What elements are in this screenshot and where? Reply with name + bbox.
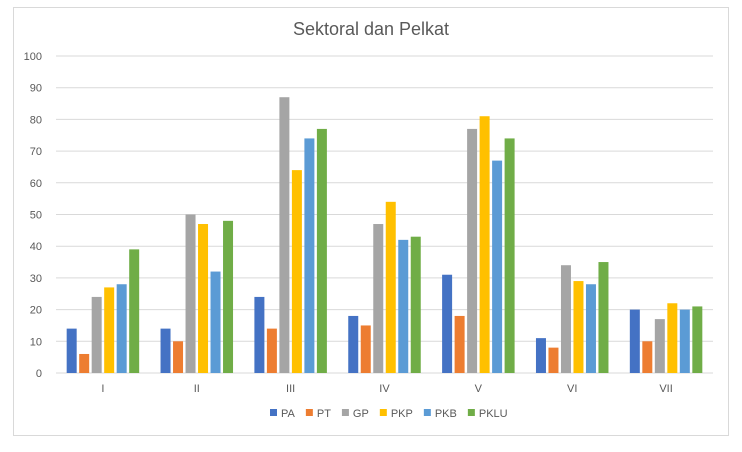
legend-label-pkb: PKB [435, 408, 457, 420]
bar-pt-iii [266, 328, 277, 373]
bar-pkb-vi [585, 284, 596, 373]
y-tick-label: 60 [30, 178, 42, 190]
bar-pklu-ii [223, 220, 234, 373]
y-tick-label: 50 [30, 210, 42, 222]
bar-pkb-iv [398, 239, 409, 373]
x-tick-label: VI [567, 383, 577, 395]
bar-pkp-vi [573, 281, 584, 373]
x-tick-label: VII [659, 383, 672, 395]
bar-pklu-i [129, 249, 140, 373]
y-tick-label: 20 [30, 305, 42, 317]
chart-frame [13, 7, 729, 436]
y-tick-label: 0 [36, 368, 42, 380]
bar-pklu-v [504, 138, 515, 373]
legend-swatch-pkp [379, 409, 387, 416]
y-tick-label: 80 [30, 114, 42, 126]
x-tick-label: I [101, 383, 104, 395]
bar-pklu-vi [598, 262, 609, 373]
bar-pt-vi [548, 347, 559, 373]
y-tick-label: 70 [30, 146, 42, 158]
bar-pklu-iii [316, 128, 327, 373]
x-tick-label: V [475, 383, 483, 395]
bar-pt-ii [173, 341, 184, 373]
legend-label-pkp: PKP [391, 408, 413, 420]
bar-pklu-iv [410, 236, 421, 373]
bar-gp-iii [279, 97, 290, 374]
y-tick-label: 100 [24, 51, 42, 63]
legend-swatch-pa [270, 409, 277, 416]
legend-swatch-pklu [467, 409, 475, 416]
y-tick-label: 30 [30, 273, 42, 285]
legend-swatch-pt [305, 409, 313, 416]
y-tick-label: 40 [30, 241, 42, 253]
bar-pkb-i [116, 284, 127, 373]
bar-pkp-i [104, 287, 115, 373]
bar-pkp-vii [667, 303, 678, 373]
x-tick-label: II [194, 383, 200, 395]
bar-pkb-v [492, 160, 503, 373]
bar-pa-ii [160, 328, 171, 373]
bar-pkb-iii [304, 138, 315, 373]
bar-pt-i [79, 353, 90, 373]
legend-label-pt: PT [317, 408, 331, 420]
bar-pkb-ii [210, 271, 221, 373]
bar-pa-vi [535, 338, 546, 373]
bar-pa-iv [348, 315, 359, 373]
legend-label-pklu: PKLU [479, 408, 508, 420]
y-tick-label: 90 [30, 83, 42, 95]
bar-pt-vii [642, 341, 653, 373]
bar-pt-v [454, 315, 465, 373]
bar-pa-iii [254, 296, 265, 373]
bar-pkp-v [479, 116, 490, 373]
bar-gp-iv [373, 224, 384, 373]
bar-gp-vi [560, 265, 571, 373]
bar-gp-ii [185, 214, 196, 373]
bar-pkp-ii [198, 224, 209, 373]
bar-pklu-vii [692, 306, 703, 373]
bar-pkb-vii [679, 309, 690, 373]
x-tick-label: III [286, 383, 295, 395]
bar-pa-vii [629, 309, 640, 373]
bar-gp-i [91, 296, 102, 373]
legend-label-pa: PA [281, 408, 296, 420]
bar-pa-i [66, 328, 77, 373]
bar-pa-v [442, 274, 453, 373]
bar-gp-v [467, 128, 478, 373]
bar-pkp-iv [385, 201, 396, 373]
legend-swatch-gp [341, 409, 349, 416]
chart-title: Sektoral dan Pelkat [293, 19, 449, 39]
legend-label-gp: GP [353, 408, 369, 420]
bar-gp-vii [654, 319, 665, 373]
y-tick-label: 10 [30, 336, 42, 348]
bar-pkp-iii [291, 170, 302, 373]
bar-pt-iv [360, 325, 371, 373]
legend-swatch-pkb [423, 409, 431, 416]
x-tick-label: IV [379, 383, 390, 395]
